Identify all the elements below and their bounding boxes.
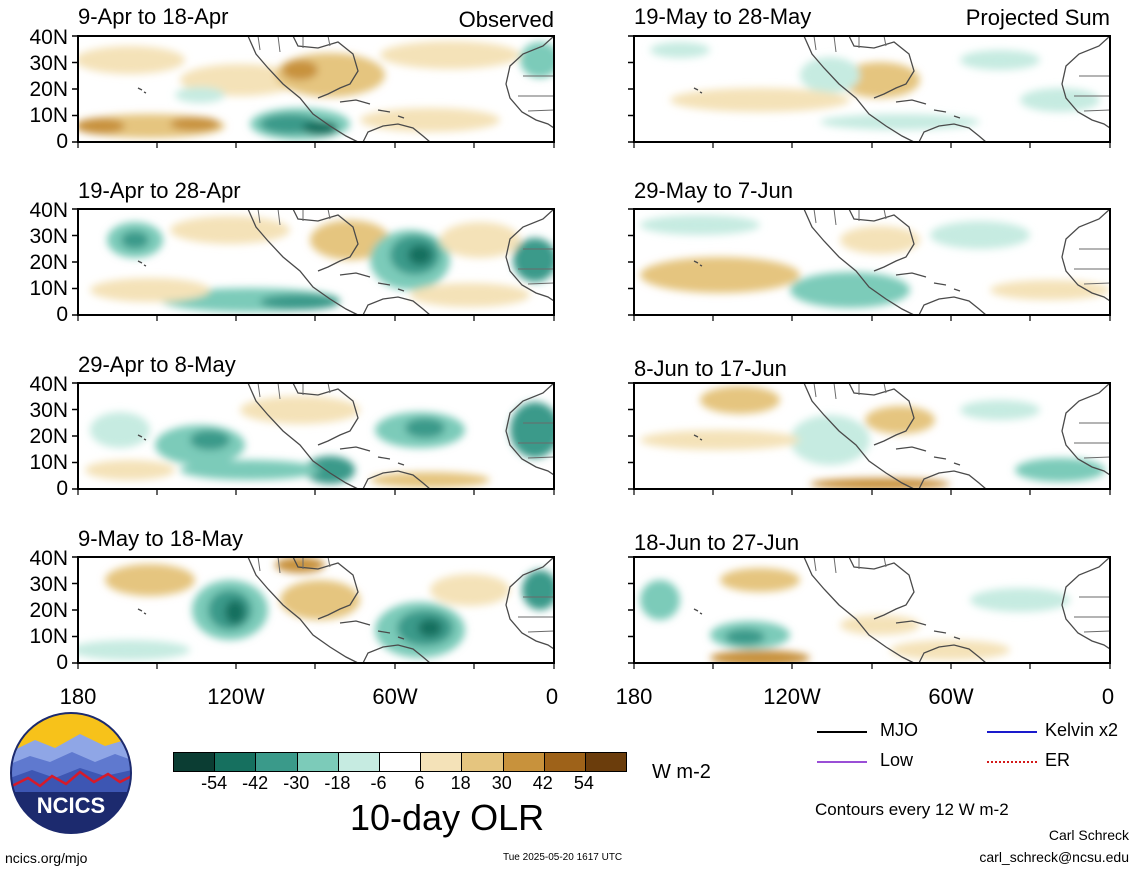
ncics-logo: NCICS (10, 712, 132, 834)
anomaly-field (78, 383, 554, 489)
lat-tick-label: 0 (56, 477, 68, 500)
colorbar (173, 752, 627, 772)
colorbar-swatch (174, 753, 216, 771)
lat-tick-label: 20N (29, 251, 68, 274)
colorbar-swatch (379, 753, 422, 771)
lat-tick-label: 10N (29, 451, 68, 474)
colorbar-tick-label: -42 (242, 773, 269, 793)
anomaly-field (78, 36, 554, 142)
projected-sum-label: Projected Sum (965, 5, 1110, 30)
lon-tick-label: 0 (1101, 684, 1115, 709)
colorbar-tick-label: -54 (201, 773, 228, 793)
colorbar-tick-label: 18 (450, 773, 471, 793)
colorbar-swatch (544, 753, 586, 771)
lat-tick-label: 40N (29, 373, 68, 396)
olr-map-panels (72, 35, 1111, 669)
anomaly-field (634, 209, 1110, 315)
lon-tick-label: 60W (928, 684, 974, 709)
colorbar-tick-label: -18 (324, 773, 351, 793)
lat-tick-label: 30N (29, 52, 68, 75)
lon-tick-label: 120W (207, 684, 265, 709)
source-url[interactable]: ncics.org/mjo (5, 850, 88, 866)
colorbar-swatch (338, 753, 380, 771)
colorbar-tick-label: -30 (283, 773, 310, 793)
panel-title: 9-Apr to 18-Apr (78, 4, 229, 29)
timestamp: Tue 2025-05-20 1617 UTC (503, 852, 623, 863)
lat-tick-label: 20N (29, 599, 68, 622)
author-email[interactable]: carl_schreck@ncsu.edu (979, 849, 1129, 865)
author-name: Carl Schreck (1048, 827, 1129, 843)
colorbar-swatch (462, 753, 504, 771)
panel-title: 29-Apr to 8-May (78, 352, 236, 377)
lat-tick-label: 30N (29, 225, 68, 248)
colorbar-title: 10-day OLR (350, 797, 545, 838)
colorbar-swatch (256, 753, 298, 771)
colorbar-tick-label: -6 (370, 773, 387, 793)
legend-line-mjo (817, 731, 867, 733)
lat-tick-label: 40N (29, 26, 68, 49)
colorbar-units: W m-2 (652, 761, 711, 783)
lat-tick-label: 30N (29, 399, 68, 422)
colorbar-swatch (585, 753, 627, 771)
lat-tick-label: 20N (29, 78, 68, 101)
lat-tick-label: 40N (29, 547, 68, 570)
logo-text: NCICS (37, 793, 105, 818)
lat-tick-label: 20N (29, 425, 68, 448)
lon-tick-label: 60W (372, 684, 418, 709)
anomaly-field (634, 36, 1110, 142)
colorbar-tick-label: 6 (414, 773, 425, 793)
anomaly-field (78, 209, 554, 315)
colorbar-labels: -54 -42 -30 -18 -6 6 18 30 42 54 (0, 774, 1135, 798)
legend-label-kelvin: Kelvin x2 (1045, 720, 1119, 740)
panel-title: 19-Apr to 28-Apr (78, 178, 241, 203)
lat-tick-label: 10N (29, 104, 68, 127)
panel-title: 18-Jun to 27-Jun (634, 530, 800, 555)
anomaly-field (634, 383, 1110, 489)
legend-label-low: Low (880, 750, 914, 770)
panel-title: 29-May to 7-Jun (634, 178, 793, 203)
colorbar-tick-label: 42 (532, 773, 553, 793)
colorbar-swatch (215, 753, 257, 771)
legend-line-er (987, 761, 1037, 763)
anomaly-field (78, 557, 554, 663)
observed-label: Observed (458, 7, 554, 32)
lon-tick-label: 120W (763, 684, 821, 709)
lat-tick-label: 40N (29, 199, 68, 222)
colorbar-tick-label: 54 (573, 773, 594, 793)
lat-tick-label: 10N (29, 277, 68, 300)
lat-tick-label: 0 (56, 651, 68, 674)
legend-line-kelvin (987, 731, 1037, 733)
colorbar-swatch (421, 753, 463, 771)
legend-label-mjo: MJO (880, 720, 918, 740)
colorbar-swatch (503, 753, 545, 771)
lat-tick-label: 10N (29, 625, 68, 648)
panel-title: 9-May to 18-May (78, 526, 244, 551)
lat-tick-label: 0 (56, 303, 68, 326)
panel-title: 8-Jun to 17-Jun (634, 356, 787, 381)
lon-tick-label: 180 (615, 684, 653, 709)
lon-tick-label: 180 (59, 684, 97, 709)
colorbar-swatch (297, 753, 339, 771)
anomaly-field (634, 557, 1110, 663)
lon-tick-label: 0 (545, 684, 559, 709)
contour-interval-note: Contours every 12 W m-2 (815, 800, 1009, 819)
legend-line-low (817, 761, 867, 763)
panel-title: 19-May to 28-May (634, 4, 812, 29)
lat-tick-label: 0 (56, 130, 68, 153)
colorbar-tick-label: 30 (491, 773, 512, 793)
lat-tick-label: 30N (29, 573, 68, 596)
legend-label-er: ER (1045, 750, 1071, 770)
